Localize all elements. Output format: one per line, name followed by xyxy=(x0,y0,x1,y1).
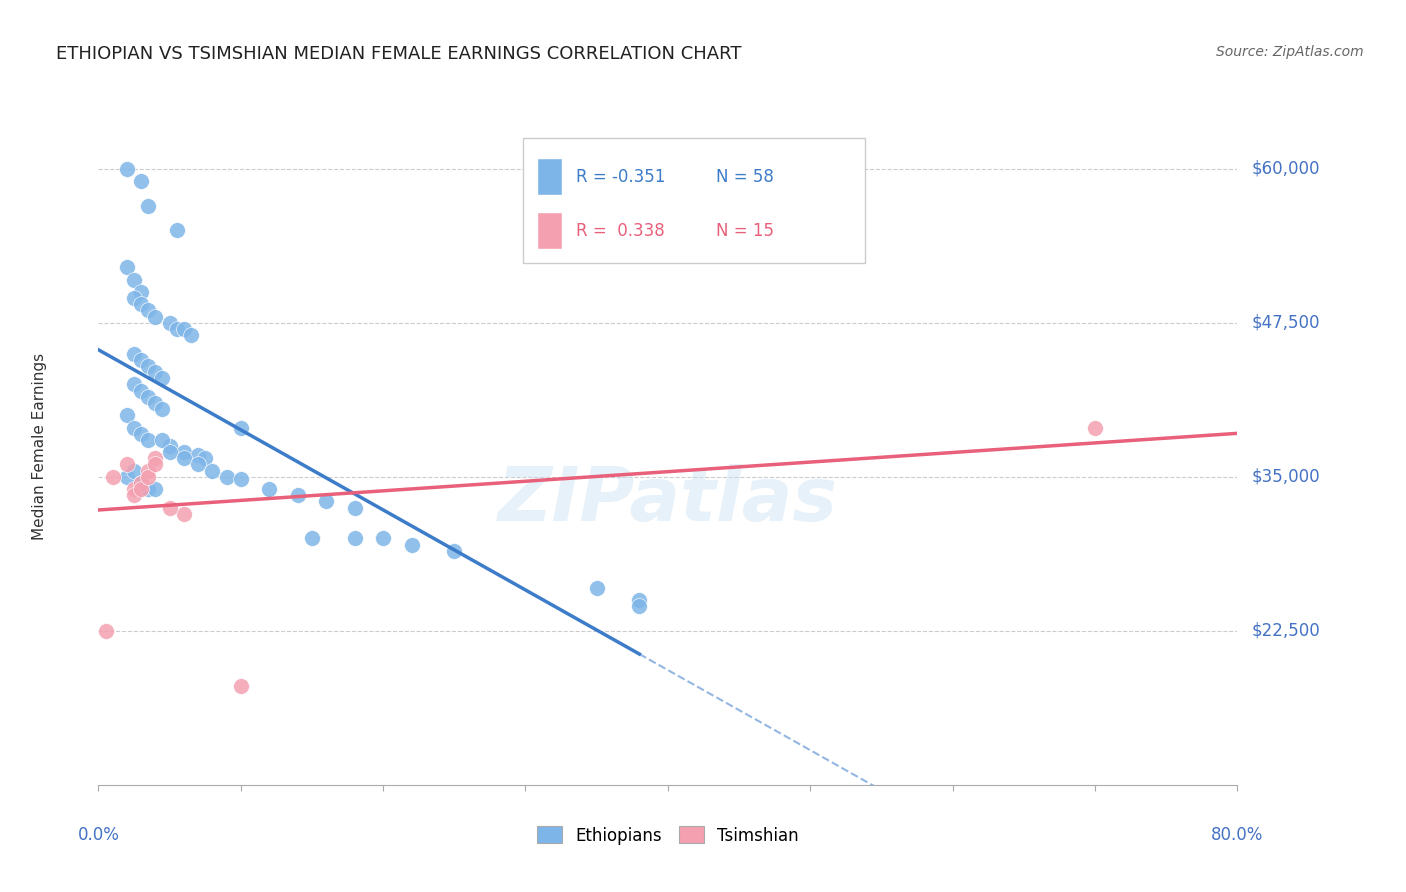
Point xyxy=(145,396,167,410)
Point xyxy=(136,303,159,318)
Point xyxy=(628,593,651,607)
Point xyxy=(122,346,145,360)
Point xyxy=(145,310,167,324)
Point xyxy=(129,285,152,299)
Point xyxy=(129,384,152,398)
Point xyxy=(115,470,138,484)
Point xyxy=(1084,420,1107,434)
Point xyxy=(229,472,252,486)
Text: Median Female Earnings: Median Female Earnings xyxy=(32,352,48,540)
Text: N = 58: N = 58 xyxy=(716,168,773,186)
FancyBboxPatch shape xyxy=(537,158,562,195)
Point xyxy=(152,371,174,385)
Point xyxy=(173,507,195,521)
Point xyxy=(343,500,366,515)
Point xyxy=(129,475,152,490)
Text: R = -0.351: R = -0.351 xyxy=(575,168,665,186)
Point xyxy=(129,352,152,367)
Legend: Ethiopians, Tsimshian: Ethiopians, Tsimshian xyxy=(530,820,806,851)
Point xyxy=(315,494,337,508)
Point xyxy=(136,359,159,373)
Point xyxy=(145,451,167,466)
Point xyxy=(187,448,209,462)
Point xyxy=(145,482,167,496)
Text: N = 15: N = 15 xyxy=(716,222,773,240)
Point xyxy=(159,500,181,515)
Point xyxy=(159,445,181,459)
Point xyxy=(101,470,124,484)
Text: 80.0%: 80.0% xyxy=(1211,826,1264,844)
FancyBboxPatch shape xyxy=(537,212,562,250)
Text: $22,500: $22,500 xyxy=(1251,622,1320,640)
Point xyxy=(159,316,181,330)
Point xyxy=(187,458,209,472)
Point xyxy=(152,433,174,447)
Point xyxy=(585,581,607,595)
Point xyxy=(129,174,152,188)
Text: R =  0.338: R = 0.338 xyxy=(575,222,665,240)
Point xyxy=(373,532,395,546)
Point xyxy=(173,322,195,336)
Point xyxy=(122,482,145,496)
Text: $47,500: $47,500 xyxy=(1251,314,1320,332)
Point xyxy=(122,377,145,392)
Point xyxy=(229,420,252,434)
Text: ETHIOPIAN VS TSIMSHIAN MEDIAN FEMALE EARNINGS CORRELATION CHART: ETHIOPIAN VS TSIMSHIAN MEDIAN FEMALE EAR… xyxy=(56,45,742,62)
Point xyxy=(122,272,145,286)
Text: ZIPatlas: ZIPatlas xyxy=(498,464,838,537)
Point xyxy=(94,624,117,638)
Point xyxy=(115,458,138,472)
Text: $35,000: $35,000 xyxy=(1251,467,1320,486)
Point xyxy=(159,439,181,453)
Point xyxy=(122,488,145,502)
Point xyxy=(122,464,145,478)
FancyBboxPatch shape xyxy=(523,137,865,263)
Point xyxy=(129,426,152,441)
Point xyxy=(122,420,145,434)
Point xyxy=(129,482,152,496)
Text: $60,000: $60,000 xyxy=(1251,160,1320,178)
Point xyxy=(166,223,188,237)
Point xyxy=(115,161,138,176)
Point xyxy=(145,458,167,472)
Point xyxy=(287,488,309,502)
Point xyxy=(136,464,159,478)
Point xyxy=(215,470,238,484)
Point xyxy=(180,328,202,343)
Point xyxy=(129,297,152,311)
Point xyxy=(259,482,281,496)
Point xyxy=(401,538,423,552)
Point xyxy=(115,408,138,422)
Point xyxy=(343,532,366,546)
Point xyxy=(194,451,217,466)
Point xyxy=(136,470,159,484)
Point xyxy=(166,322,188,336)
Point xyxy=(136,482,159,496)
Point xyxy=(122,291,145,305)
Point xyxy=(152,402,174,417)
Point xyxy=(443,543,465,558)
Point xyxy=(136,433,159,447)
Text: 0.0%: 0.0% xyxy=(77,826,120,844)
Point xyxy=(173,451,195,466)
Point xyxy=(628,599,651,614)
Point xyxy=(129,475,152,490)
Point xyxy=(136,390,159,404)
Point xyxy=(201,464,224,478)
Point xyxy=(229,679,252,693)
Point xyxy=(173,445,195,459)
Point xyxy=(145,365,167,379)
Point xyxy=(136,199,159,213)
Point xyxy=(301,532,323,546)
Point xyxy=(115,260,138,275)
Text: Source: ZipAtlas.com: Source: ZipAtlas.com xyxy=(1216,45,1364,59)
